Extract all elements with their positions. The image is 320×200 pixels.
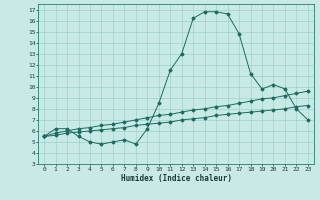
X-axis label: Humidex (Indice chaleur): Humidex (Indice chaleur) xyxy=(121,174,231,183)
